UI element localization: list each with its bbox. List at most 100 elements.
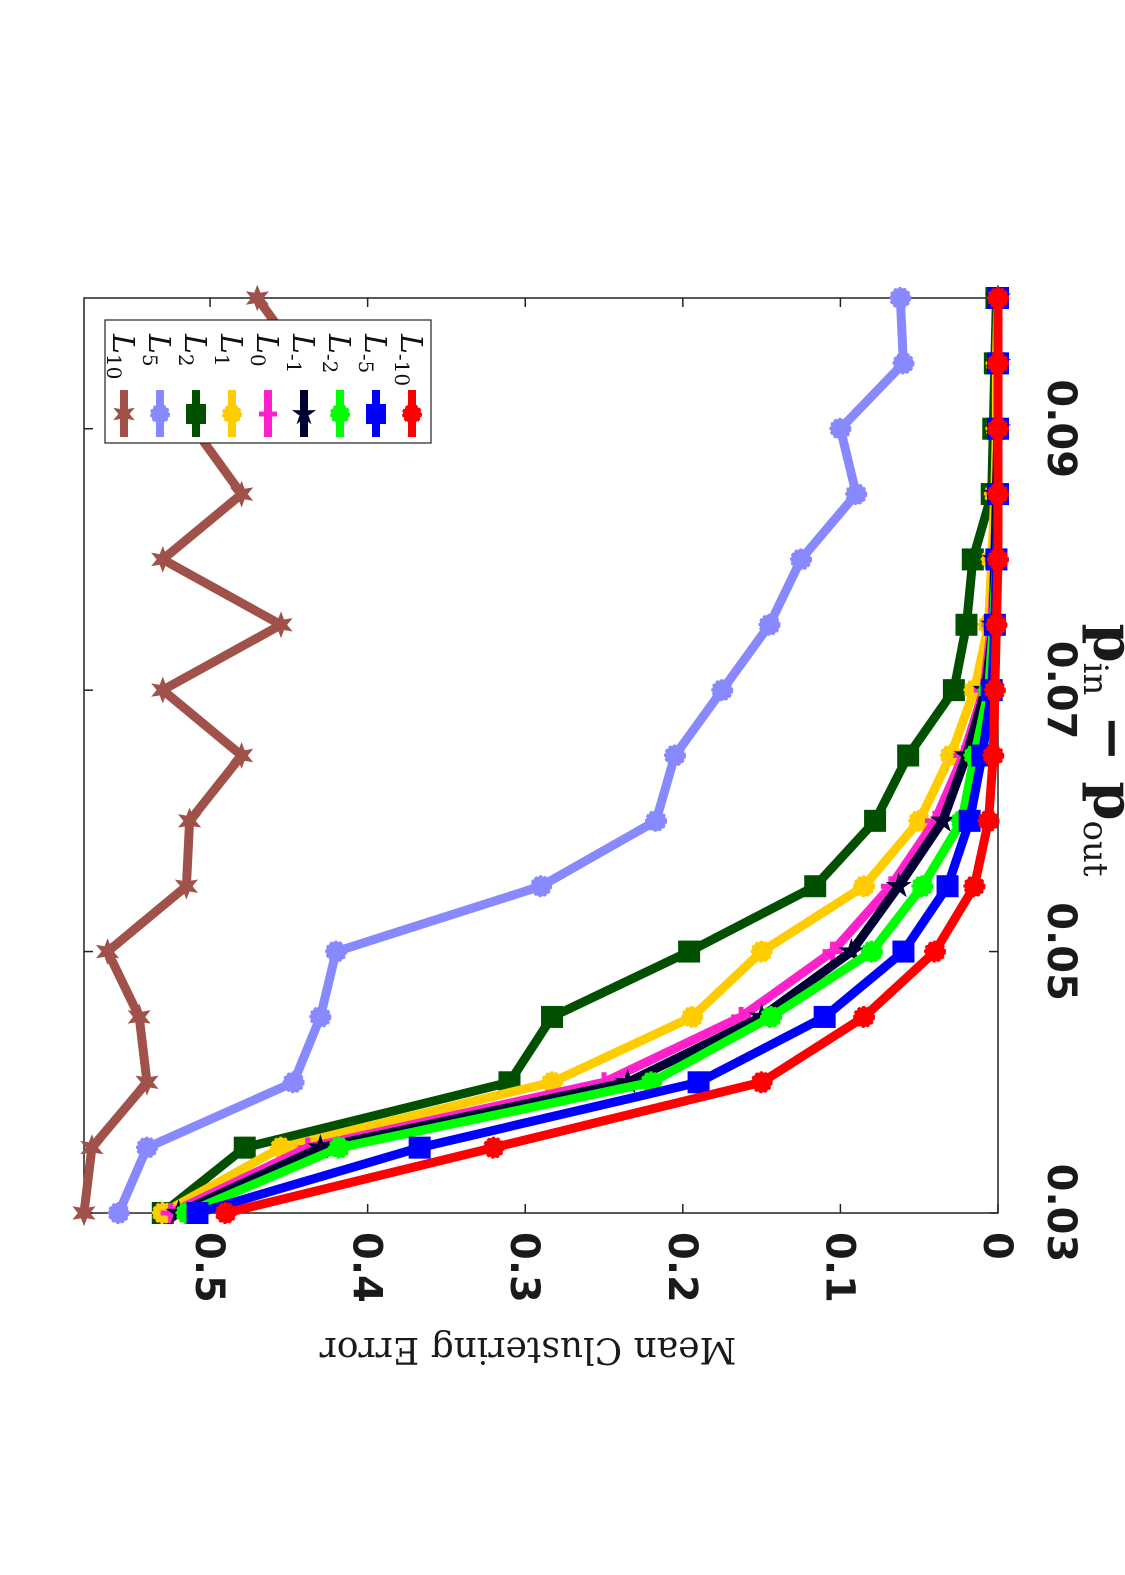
legend-label: L-2 [318, 333, 356, 373]
x-tick-label: 0.09 [1038, 379, 1084, 478]
legend-label: L-10 [390, 333, 428, 386]
data-point [911, 875, 934, 898]
data-point [229, 480, 254, 508]
legend-label: L-5 [354, 333, 392, 373]
data-point [151, 545, 175, 573]
data-point [233, 1136, 256, 1159]
legend-label: L-1 [282, 333, 320, 373]
data-point [987, 548, 1009, 571]
legend-item: L0 [246, 333, 284, 437]
data-point [804, 875, 827, 898]
data-point [282, 1071, 305, 1094]
data-point [269, 611, 293, 639]
data-point [663, 744, 686, 767]
y-tick-label: 0.1 [816, 1232, 862, 1303]
data-point [750, 1071, 773, 1094]
data-point [259, 405, 277, 423]
data-point [936, 875, 959, 898]
data-point [150, 404, 170, 424]
data-point [328, 1136, 351, 1159]
data-point [135, 1068, 159, 1096]
data-point [923, 940, 946, 963]
data-point [186, 1202, 209, 1224]
legend-label: L1 [210, 333, 248, 367]
legend-item: L-2 [318, 333, 356, 437]
data-point [983, 679, 1006, 702]
data-point [245, 284, 269, 312]
data-point [853, 875, 876, 898]
data-point [955, 613, 978, 636]
data-point [963, 875, 986, 898]
series-L10 [72, 284, 317, 1227]
data-point [95, 938, 120, 966]
data-point [750, 940, 773, 963]
data-point [330, 404, 350, 424]
data-point [136, 1136, 159, 1159]
data-point [309, 1005, 332, 1028]
data-point [897, 744, 920, 767]
data-point [929, 807, 956, 832]
data-point [541, 1005, 564, 1028]
data-point [711, 679, 734, 702]
data-point [80, 1134, 104, 1162]
data-point [107, 1202, 130, 1224]
plot-area: 0.03 0.05 0.07 0.09 0 0.1 0.2 0.3 0.4 0.5 Mean Clu… [72, 284, 1125, 1370]
data-point [892, 940, 915, 963]
data-point [645, 809, 668, 832]
legend-item: L1 [210, 333, 248, 437]
data-point [760, 1005, 783, 1028]
data-point [482, 1136, 505, 1159]
data-point [985, 613, 1008, 636]
data-point [229, 742, 254, 769]
data-point [222, 404, 242, 424]
data-point [838, 937, 865, 963]
data-point [892, 352, 915, 375]
data-point [151, 676, 175, 704]
data-point [889, 287, 912, 309]
x-tick-label: 0.03 [1038, 1164, 1084, 1263]
legend-label: L10 [102, 333, 140, 379]
data-point [853, 1005, 876, 1028]
data-point [942, 679, 965, 702]
x-tick-label: 0.05 [1038, 902, 1084, 1001]
data-point [72, 1199, 96, 1227]
data-point [845, 483, 868, 506]
data-point [687, 1071, 710, 1094]
data-point [177, 807, 202, 835]
data-point [790, 548, 813, 571]
data-point [758, 613, 781, 636]
legend-item: L-10 [390, 333, 428, 437]
legend-label: L0 [246, 333, 284, 367]
data-point [408, 1136, 431, 1159]
data-point [885, 872, 912, 898]
data-point [864, 809, 887, 832]
legend-item: L-5 [354, 333, 392, 437]
data-point [829, 417, 852, 440]
y-tick-label: 0.2 [659, 1232, 705, 1303]
y-axis-label: Mean Clustering Error [319, 1329, 737, 1370]
data-point [860, 940, 883, 963]
data-point [113, 401, 135, 427]
data-point [982, 744, 1005, 767]
legend-item: L5 [138, 333, 176, 437]
data-point [987, 417, 1009, 440]
data-point [987, 483, 1009, 506]
data-point [977, 809, 1000, 832]
data-point [174, 872, 199, 900]
legend-label: L5 [138, 333, 176, 367]
x-axis-label: pin − pout [1075, 623, 1125, 876]
data-point [681, 1005, 704, 1028]
data-point [958, 809, 981, 832]
data-point [678, 940, 701, 963]
legend-label: L2 [174, 333, 212, 367]
y-tick-label: 0 [974, 1232, 1020, 1260]
series-L5 [107, 287, 915, 1224]
legend-item: L10 [102, 333, 140, 437]
y-tick-label: 0.4 [344, 1232, 390, 1303]
data-point [127, 1003, 151, 1031]
legend-item: L2 [174, 333, 212, 437]
x-tick-label: 0.07 [1038, 641, 1084, 740]
data-point [530, 875, 552, 898]
